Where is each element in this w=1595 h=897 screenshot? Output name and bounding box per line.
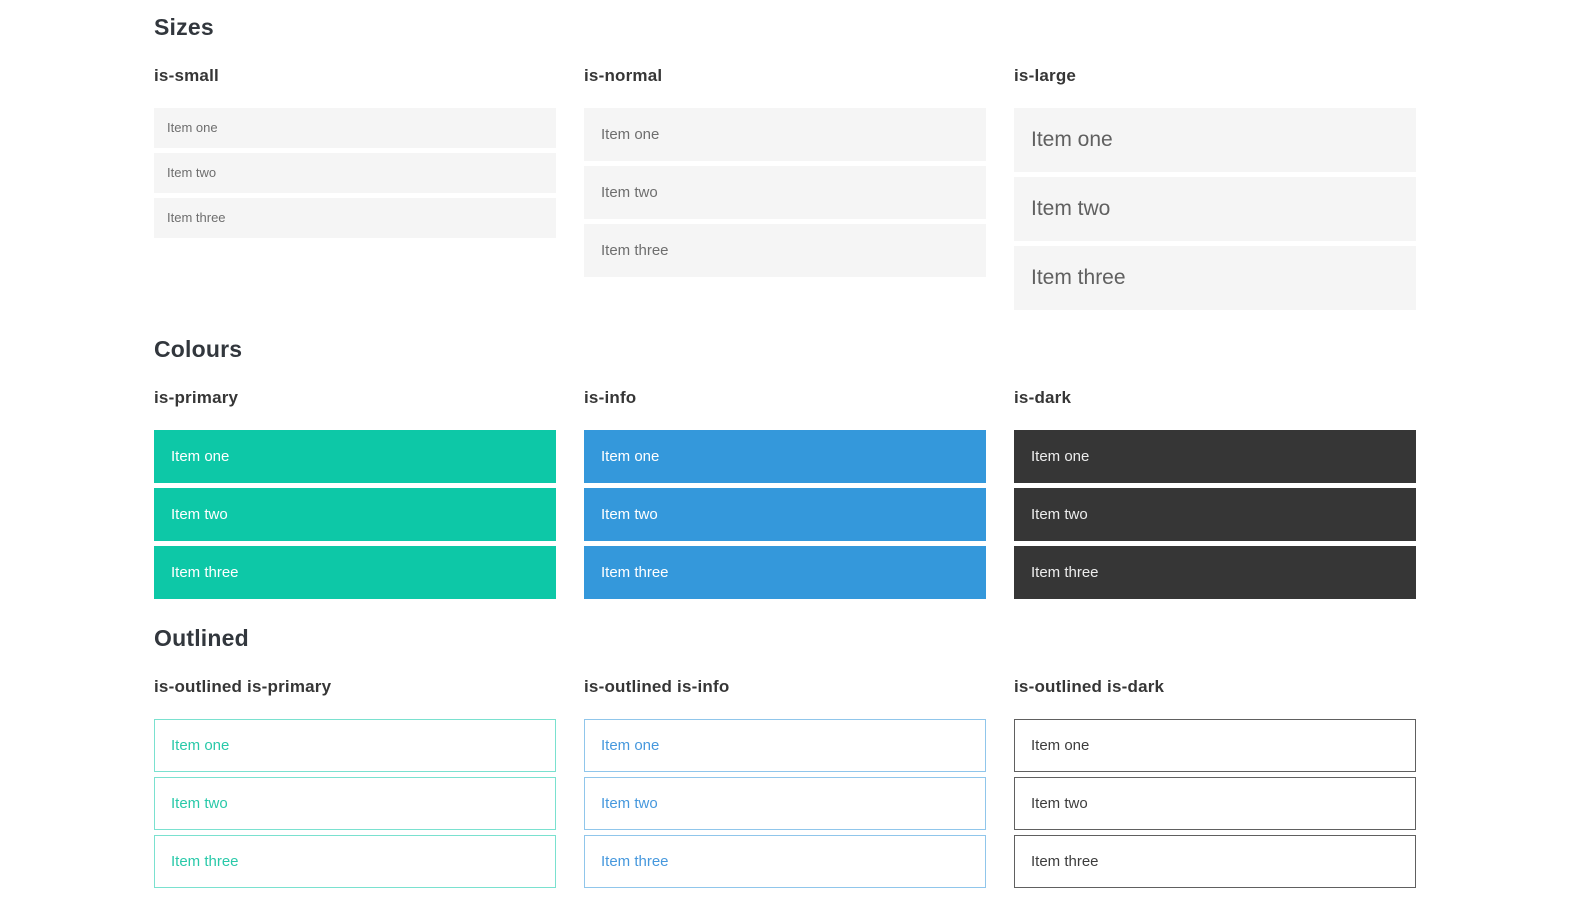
list-is-normal: Item one Item two Item three [584, 107, 986, 277]
column-is-outlined-is-dark: is-outlined is-dark Item one Item two Item … [1014, 677, 1416, 888]
list-item[interactable]: Item one [154, 429, 556, 483]
list-item[interactable]: Item one [1014, 718, 1416, 772]
list-item[interactable]: Item three [154, 197, 556, 238]
section-title: Sizes [154, 14, 214, 40]
list-item[interactable]: Item one [584, 718, 986, 772]
list-is-dark: Item one Item two Item three [1014, 429, 1416, 599]
list-item[interactable]: Item two [1014, 176, 1416, 241]
section-sizes: Sizes is-small Item one Item two Item three i… [154, 14, 1595, 310]
list-item[interactable]: Item three [584, 223, 986, 277]
variant-heading: is-dark [1014, 387, 1072, 407]
variant-heading: is-info [584, 387, 637, 407]
list-item[interactable]: Item one [154, 718, 556, 772]
list-is-primary: Item one Item two Item three [154, 429, 556, 599]
section-title: Outlined [154, 624, 249, 651]
column-is-outlined-is-primary: is-outlined is-primary Item one Item two It… [154, 677, 556, 888]
list-item[interactable]: Item three [584, 834, 986, 888]
list-is-outlined-is-info: Item one Item two Item three [584, 718, 986, 888]
column-is-outlined-is-info: is-outlined is-info Item one Item two Item … [584, 677, 986, 888]
column-is-dark: is-dark Item one Item two Item three [1014, 388, 1416, 599]
list-is-small: Item one Item two Item three [154, 107, 556, 238]
list-item[interactable]: Item two [154, 776, 556, 830]
list-item[interactable]: Item three [154, 834, 556, 888]
list-item[interactable]: Item one [584, 107, 986, 161]
list-item[interactable]: Item two [154, 152, 556, 193]
section-row: is-small Item one Item two Item three is-nor… [154, 66, 1595, 310]
section-row: is-outlined is-primary Item one Item two It… [154, 677, 1595, 888]
list-item[interactable]: Item two [1014, 487, 1416, 541]
section-title: Colours [154, 335, 243, 362]
section-outlined: Outlined is-outlined is-primary Item one It… [154, 625, 1595, 888]
column-is-info: is-info Item one Item two Item three [584, 388, 986, 599]
list-item[interactable]: Item one [154, 107, 556, 148]
section-row: is-primary Item one Item two Item three is-i… [154, 388, 1595, 599]
variant-heading: is-outlined is-primary [154, 676, 332, 696]
list-is-outlined-is-dark: Item one Item two Item three [1014, 718, 1416, 888]
column-is-large: is-large Item one Item two Item three [1014, 66, 1416, 310]
variant-heading: is-outlined is-dark [1014, 676, 1165, 696]
variant-heading: is-primary [154, 387, 239, 407]
section-colours: Colours is-primary Item one Item two Item th… [154, 336, 1595, 599]
list-is-large: Item one Item two Item three [1014, 107, 1416, 310]
list-item[interactable]: Item three [1014, 834, 1416, 888]
variant-heading: is-normal [584, 65, 663, 85]
list-item[interactable]: Item three [1014, 545, 1416, 599]
list-item[interactable]: Item one [584, 429, 986, 483]
list-is-info: Item one Item two Item three [584, 429, 986, 599]
list-is-outlined-is-primary: Item one Item two Item three [154, 718, 556, 888]
column-is-primary: is-primary Item one Item two Item three [154, 388, 556, 599]
variant-heading: is-small [154, 65, 219, 85]
column-is-normal: is-normal Item one Item two Item three [584, 66, 986, 310]
list-item[interactable]: Item two [584, 165, 986, 219]
list-item[interactable]: Item three [1014, 245, 1416, 310]
list-item[interactable]: Item three [584, 545, 986, 599]
list-item[interactable]: Item one [1014, 107, 1416, 172]
variant-heading: is-large [1014, 65, 1077, 85]
variant-heading: is-outlined is-info [584, 676, 730, 696]
column-is-small: is-small Item one Item two Item three [154, 66, 556, 310]
list-item[interactable]: Item two [584, 487, 986, 541]
list-item[interactable]: Item two [584, 776, 986, 830]
list-item[interactable]: Item three [154, 545, 556, 599]
list-item[interactable]: Item two [1014, 776, 1416, 830]
list-item[interactable]: Item one [1014, 429, 1416, 483]
list-item[interactable]: Item two [154, 487, 556, 541]
